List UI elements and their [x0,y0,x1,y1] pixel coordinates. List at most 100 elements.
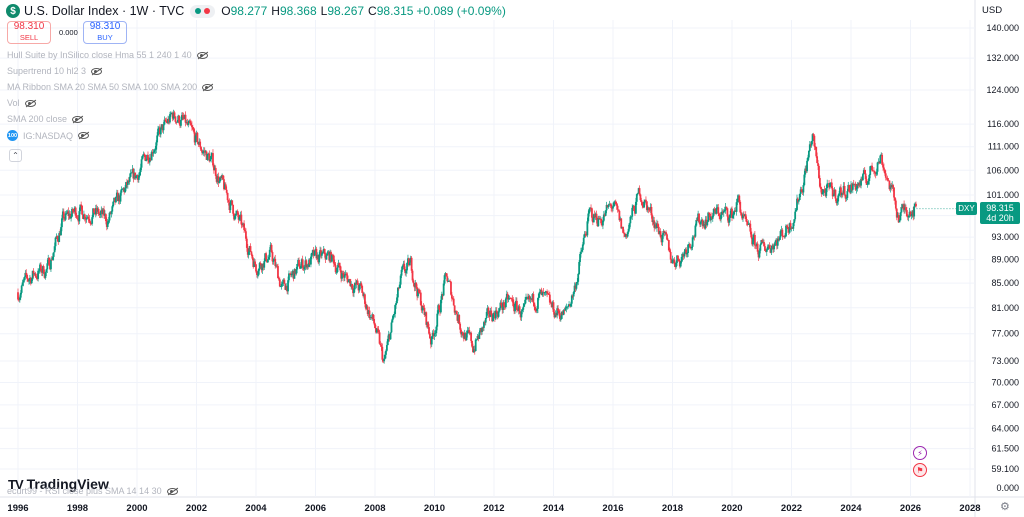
candle-body [842,185,845,194]
candle-body [655,224,657,229]
candle-body [517,306,520,311]
candle-body [311,250,314,253]
collapse-indicators-button[interactable]: ⌃ [9,149,22,162]
candle-body [537,293,540,299]
eye-hidden-icon[interactable] [78,132,90,139]
candle-body [549,302,552,304]
candle-body [711,215,714,219]
candle-body [117,195,120,202]
lightning-icon[interactable]: ⚡ [913,446,927,460]
candle-body [850,184,852,193]
sell-button[interactable]: 98.310 SELL [7,21,51,44]
candle-body [580,251,582,255]
buy-button[interactable]: 98.310 BUY [83,21,127,44]
x-tick-label: 2028 [959,503,980,514]
candle-body [223,179,225,190]
indicator-hull-suite[interactable]: Hull Suite by InSilico close Hma 55 1 24… [7,50,208,60]
candle-body [139,167,142,173]
candle-body [108,212,111,221]
candle-body [582,237,585,245]
candle-body [874,173,877,175]
candle-body [611,207,613,209]
candle-body [152,152,155,154]
candle-body [402,263,405,266]
candle-body [643,202,646,208]
candle-body [664,232,667,234]
candle-body [472,349,475,353]
candle-body [426,322,429,325]
candle-body [367,310,370,315]
eye-hidden-icon[interactable] [166,487,178,495]
candle-body [437,305,440,314]
symbol-title[interactable]: U.S. Dollar Index · 1W · TVC [24,4,185,18]
candle-body [49,265,51,270]
candle-body [649,206,652,211]
us-flag-icon[interactable]: ⚑ [913,463,927,477]
candle-body [57,239,60,243]
eye-hidden-icon[interactable] [202,83,214,91]
y-tick-label: 116.000 [987,119,1019,129]
candle-body [169,114,171,123]
candle-body [485,311,488,319]
candle-body [75,215,78,218]
candle-body [137,175,139,180]
candle-body [73,207,76,212]
candle-body [487,307,490,314]
candle-body [317,254,320,263]
market-status[interactable] [190,4,216,18]
candle-body [713,208,716,210]
candle-body [910,215,913,217]
x-tick-label: 1996 [7,503,28,514]
indicator-nasdaq[interactable]: 100 IG:NASDAQ [7,130,90,141]
candle-body [416,287,419,297]
candle-body [574,285,577,289]
candle-body [911,210,914,216]
indicator-ma-ribbon[interactable]: MA Ribbon SMA 20 SMA 50 SMA 100 SMA 200 [7,82,214,92]
eye-hidden-icon[interactable] [91,67,103,75]
candle-body [792,222,795,229]
candle-body [404,269,407,274]
low-value: 98.267 [327,4,365,18]
candle-body [718,213,721,216]
candle-body [807,150,810,158]
candle-body [122,188,125,190]
candle-body [93,212,96,215]
candle-body [763,242,765,247]
candle-body [345,273,348,276]
gear-icon[interactable]: ⚙ [1000,501,1010,513]
indicator-supertrend[interactable]: Supertrend 10 hl2 3 [7,66,103,76]
candle-body [259,263,262,265]
candle-body [577,273,580,282]
candle-body [575,283,578,289]
candle-body [137,175,140,180]
candle-body [55,236,58,238]
candle-body [497,311,500,317]
eye-hidden-icon[interactable] [196,51,208,59]
eye-hidden-icon[interactable] [72,115,84,123]
candle-body [731,208,733,218]
candle-body [872,170,874,172]
candle-body [419,292,422,305]
candle-body [181,115,184,117]
candle-body [272,260,275,262]
candle-body [301,259,304,268]
candle-body [638,188,641,195]
candle-body [458,315,461,324]
currency-selector[interactable]: USD [982,5,1003,16]
candle-body [505,298,507,307]
indicator-rsi[interactable]: ecurt99 - RSI close plus SMA 14 14 30 [7,486,178,496]
candle-body [681,254,684,257]
candle-body [820,188,823,195]
candle-body [710,216,712,221]
candle-body [169,113,172,115]
candle-body [727,216,730,223]
candle-body [37,270,40,279]
candle-body [203,150,206,153]
candle-body [444,273,447,276]
indicator-sma-200[interactable]: SMA 200 close [7,114,84,124]
indicator-vol[interactable]: Vol [7,98,36,108]
candle-body [48,257,51,266]
eye-hidden-icon[interactable] [24,99,36,107]
candle-body [616,205,619,210]
